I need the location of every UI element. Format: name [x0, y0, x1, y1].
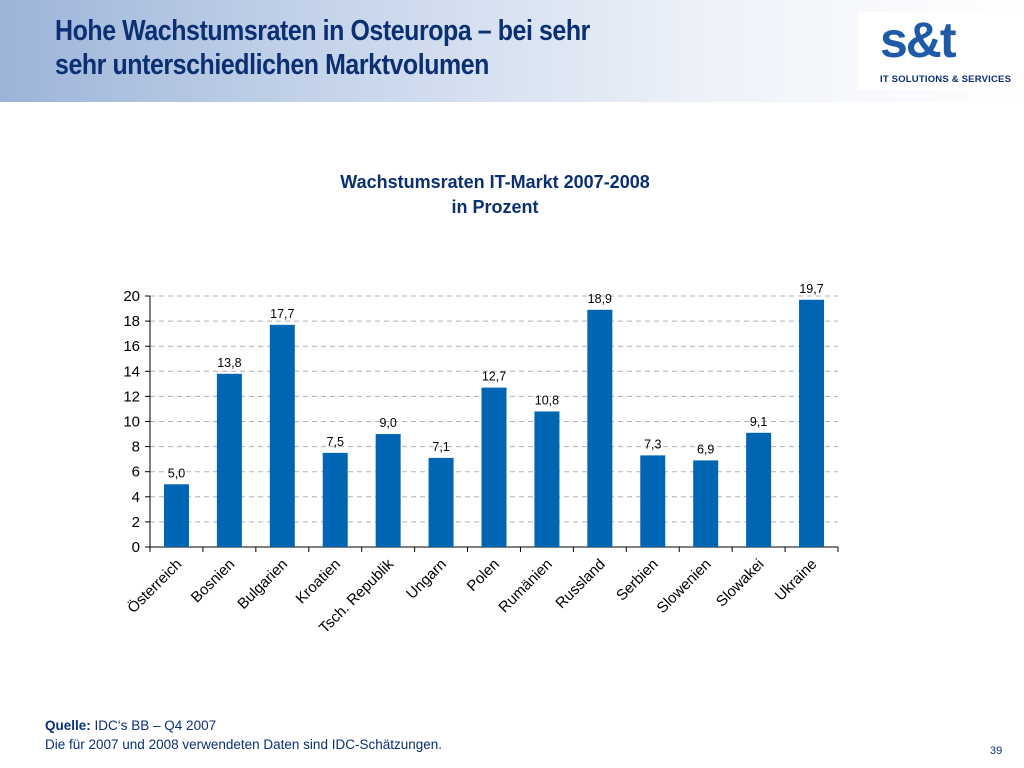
data-label: 7,3	[644, 437, 661, 451]
bar	[216, 373, 242, 547]
y-tick-label: 20	[123, 288, 140, 305]
category-label: Serbien	[613, 556, 662, 605]
data-label: 7,1	[432, 440, 449, 454]
y-tick-label: 6	[132, 464, 140, 481]
y-tick-label: 12	[123, 388, 140, 405]
category-label: Slowenien	[654, 556, 715, 617]
data-label: 9,1	[750, 415, 767, 429]
category-label: Kroatien	[293, 556, 345, 608]
category-label: Rumänien	[495, 556, 555, 616]
category-label: Polen	[464, 556, 503, 595]
bar	[428, 457, 454, 547]
bar	[163, 484, 189, 547]
source-note: Quelle: IDC‘s BB – Q4 2007 Die für 2007 …	[45, 716, 442, 754]
category-label: Bosnien	[188, 556, 238, 606]
slide-title-line-1: Hohe Wachstumsraten in Osteuropa – bei s…	[55, 15, 590, 47]
bar	[269, 324, 295, 547]
page-number: 39	[990, 745, 1003, 757]
y-tick-label: 18	[123, 313, 140, 330]
source-text: IDC‘s BB – Q4 2007	[94, 718, 217, 733]
bar	[799, 299, 825, 547]
y-tick-label: 16	[123, 338, 140, 355]
data-label: 18,9	[588, 292, 612, 306]
data-label: 19,7	[799, 282, 823, 296]
bar	[640, 455, 666, 547]
data-label: 13,8	[217, 356, 241, 370]
source-estimate-note: Die für 2007 und 2008 verwendeten Daten …	[45, 737, 443, 752]
chart-title: Wachstumsraten IT-Markt 2007-2008 in Pro…	[250, 170, 740, 220]
bar	[375, 434, 401, 547]
category-label: Slowakei	[713, 556, 767, 610]
category-label: Ukraine	[772, 556, 821, 605]
data-label: 6,9	[697, 442, 714, 456]
bar	[587, 309, 613, 547]
header-band	[0, 0, 1024, 102]
bar	[746, 432, 772, 547]
data-label: 5,0	[168, 466, 185, 480]
chart-subtitle: in Prozent	[451, 197, 539, 217]
y-tick-label: 2	[132, 514, 140, 531]
y-tick-label: 10	[123, 414, 140, 431]
category-label: Ungarn	[403, 556, 450, 603]
y-tick-label: 14	[123, 363, 140, 380]
bar	[481, 387, 507, 547]
logo-mark: s&t	[880, 12, 957, 68]
y-tick-label: 0	[132, 539, 140, 556]
slide-title: Hohe Wachstumsraten in Osteuropa – bei s…	[55, 14, 709, 82]
company-logo: s&t IT SOLUTIONS & SERVICES	[858, 12, 1018, 90]
data-label: 7,5	[327, 435, 344, 449]
y-tick-label: 8	[132, 439, 140, 456]
y-tick-label: 4	[132, 489, 140, 506]
slide-title-line-2: sehr unterschiedlichen Marktvolumen	[55, 49, 490, 81]
data-label: 10,8	[535, 393, 559, 407]
source-label: Quelle:	[45, 718, 91, 733]
logo-tagline: IT SOLUTIONS & SERVICES	[880, 74, 1012, 85]
category-label: Österreich	[124, 555, 186, 617]
category-label: Bulgarien	[234, 556, 291, 613]
chart-title-line: Wachstumsraten IT-Markt 2007-2008	[340, 172, 650, 192]
bar	[322, 452, 348, 547]
data-label: 17,7	[270, 307, 294, 321]
bar	[534, 411, 560, 547]
bar	[693, 460, 719, 547]
category-label: Russland	[552, 556, 608, 612]
data-label: 12,7	[482, 370, 506, 384]
data-label: 9,0	[379, 416, 396, 430]
